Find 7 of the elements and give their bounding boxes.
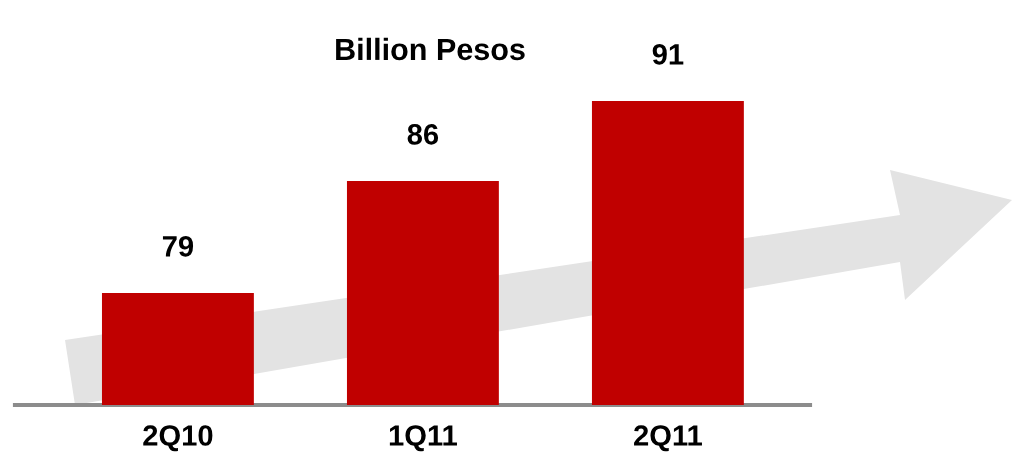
x-tick-label: 2Q10	[143, 425, 213, 452]
x-tick-label: 2Q11	[634, 425, 702, 452]
chart-title: Billion Pesos	[336, 37, 525, 61]
x-tick-label: 1Q11	[389, 425, 457, 452]
data-label: 86	[407, 124, 439, 145]
data-label: 79	[162, 236, 194, 257]
data-label: 91	[652, 44, 684, 65]
